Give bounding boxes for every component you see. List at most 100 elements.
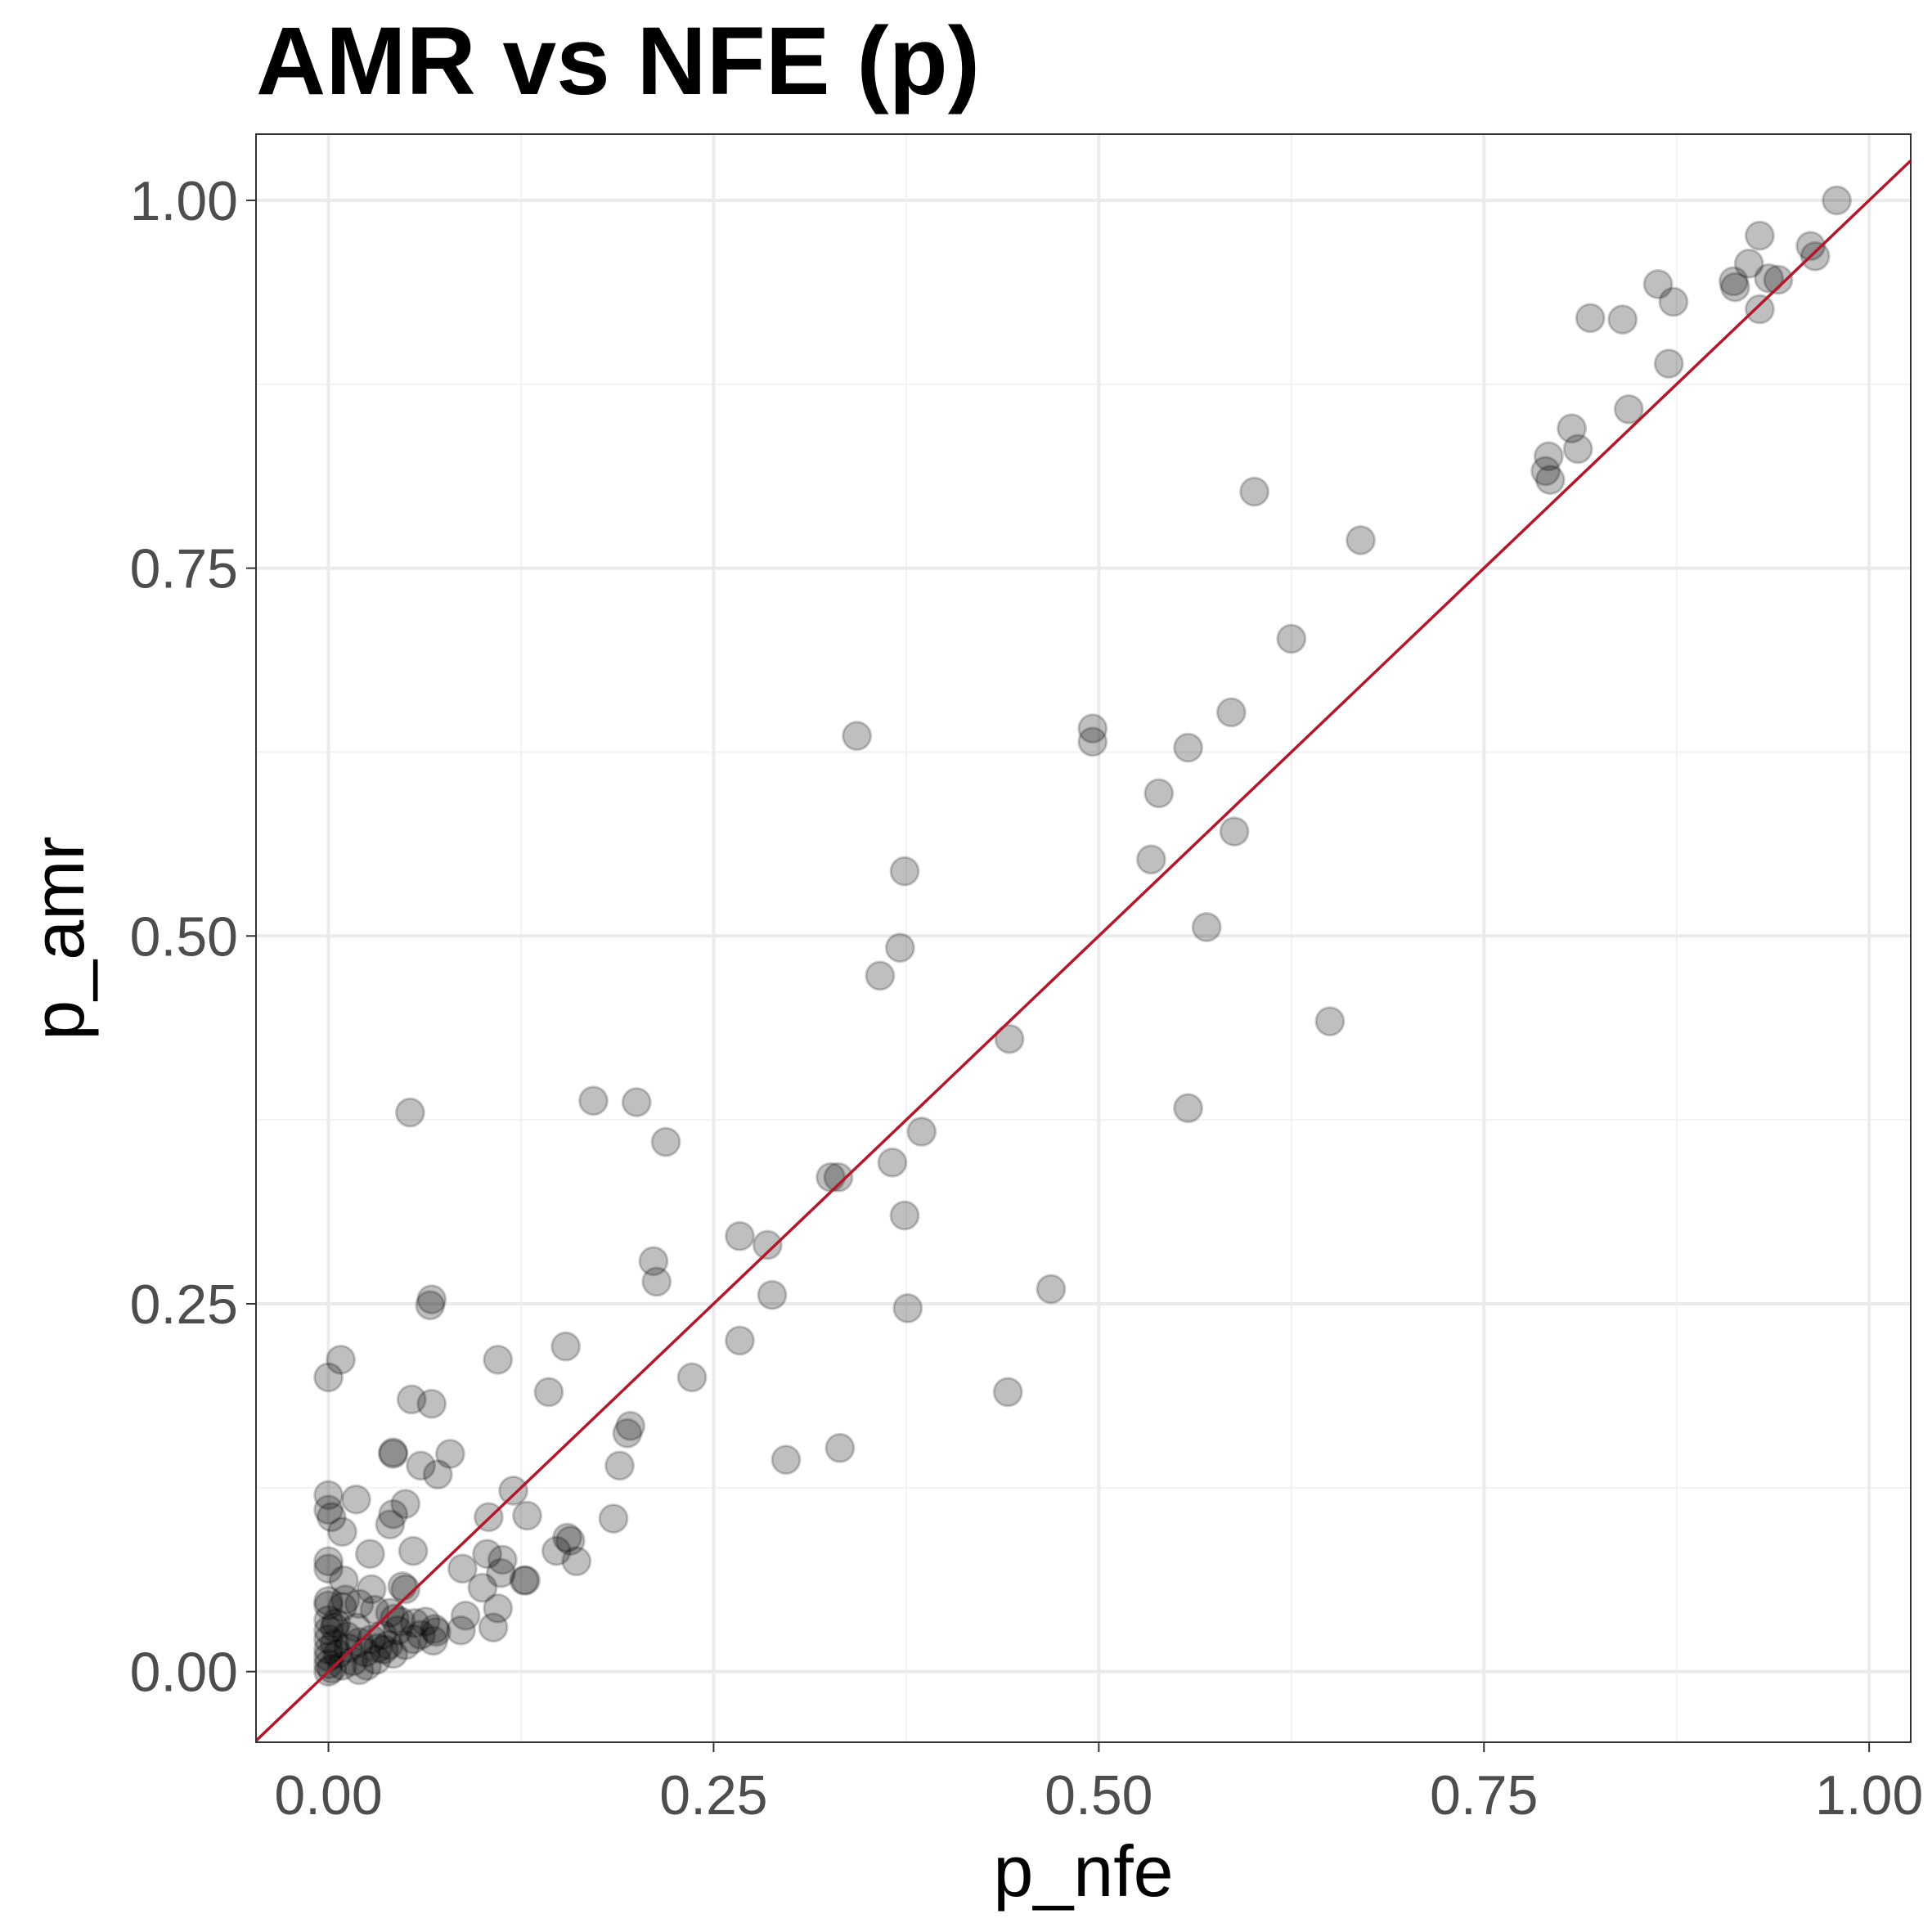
data-point: [1658, 286, 1689, 317]
data-point: [406, 1620, 437, 1651]
data-point: [1754, 263, 1785, 294]
data-point: [313, 1649, 344, 1680]
x-tick-label: 0.50: [1045, 1764, 1152, 1826]
x-tick-label: 0.00: [274, 1764, 382, 1826]
data-point: [1173, 732, 1204, 763]
data-point: [450, 1600, 481, 1631]
data-point: [378, 1438, 409, 1469]
data-point: [313, 1585, 344, 1616]
data-point: [1719, 272, 1750, 303]
data-point: [326, 1592, 357, 1623]
data-point: [1562, 434, 1593, 465]
data-point: [757, 1279, 788, 1310]
data-point: [382, 1615, 413, 1646]
data-point: [1557, 413, 1588, 444]
data-point: [361, 1644, 392, 1675]
data-point: [877, 1147, 908, 1178]
data-point: [1733, 248, 1764, 279]
data-point: [390, 1489, 421, 1520]
x-tick-label: 1.00: [1815, 1764, 1923, 1826]
y-tick-label: 1.00: [130, 170, 238, 232]
y-tick-label: 0.50: [130, 905, 238, 968]
data-point: [865, 960, 896, 991]
data-point: [418, 1625, 449, 1656]
y-tick-label: 0.25: [130, 1274, 238, 1336]
data-point: [612, 1418, 643, 1449]
data-point: [512, 1500, 543, 1531]
data-point: [398, 1624, 429, 1655]
data-point: [1239, 476, 1270, 507]
data-point: [1534, 465, 1566, 496]
data-point: [1077, 713, 1108, 744]
data-point: [328, 1565, 359, 1596]
minor-grid: [256, 134, 1911, 1742]
data-point: [396, 1384, 427, 1415]
data-point: [356, 1574, 387, 1605]
data-point: [356, 1624, 387, 1655]
data-point: [510, 1565, 541, 1596]
data-point: [555, 1525, 586, 1557]
data-point: [1346, 524, 1377, 555]
data-point: [321, 1607, 352, 1638]
data-point: [419, 1613, 450, 1644]
data-point: [313, 1605, 344, 1636]
data-point: [313, 1615, 344, 1646]
data-point: [330, 1584, 361, 1615]
data-point: [992, 1377, 1023, 1408]
x-tick-label: 0.25: [659, 1764, 767, 1826]
data-point: [333, 1633, 364, 1664]
data-point: [551, 1522, 582, 1553]
data-point: [541, 1535, 572, 1566]
data-point: [1215, 697, 1247, 728]
data-point: [641, 1266, 672, 1297]
data-point: [1607, 304, 1638, 335]
data-point: [621, 1087, 652, 1118]
data-point: [340, 1484, 371, 1515]
chart-title: AMR vs NFE (p): [256, 7, 980, 115]
y-tick-label: 0.75: [130, 538, 238, 600]
data-point: [378, 1437, 409, 1468]
data-point: [326, 1516, 357, 1548]
data-point: [331, 1620, 362, 1651]
data-point: [483, 1344, 514, 1375]
data-point: [478, 1612, 509, 1643]
data-points: [313, 185, 1853, 1687]
data-point: [420, 1616, 452, 1647]
data-point: [1822, 185, 1853, 216]
data-point: [390, 1574, 421, 1605]
data-point: [889, 856, 920, 887]
data-point: [1642, 268, 1674, 299]
data-point: [322, 1638, 353, 1669]
data-point: [485, 1557, 516, 1588]
data-point: [638, 1246, 669, 1277]
data-point: [884, 932, 915, 964]
data-point: [1276, 623, 1307, 654]
data-point: [561, 1546, 592, 1577]
data-point: [1191, 912, 1222, 943]
data-point: [509, 1565, 540, 1596]
data-point: [1795, 231, 1826, 262]
data-point: [724, 1325, 755, 1356]
data-point: [319, 1628, 350, 1659]
data-point: [842, 721, 873, 752]
data-point: [1613, 393, 1644, 425]
data-point: [771, 1445, 802, 1476]
data-point: [340, 1612, 371, 1643]
data-point: [415, 1290, 446, 1321]
data-point: [889, 1200, 920, 1231]
data-point: [994, 1023, 1025, 1054]
data-point: [375, 1509, 406, 1540]
data-point: [434, 1438, 465, 1469]
data-point: [1530, 456, 1561, 487]
reference-line: [256, 160, 1911, 1742]
data-point: [326, 1650, 357, 1681]
data-point: [326, 1344, 357, 1375]
data-point: [398, 1535, 429, 1566]
data-point: [394, 1097, 425, 1128]
plot-panel: [256, 134, 1911, 1742]
data-point: [313, 1362, 344, 1393]
data-point: [892, 1292, 923, 1323]
data-point: [487, 1544, 518, 1575]
data-point: [378, 1498, 409, 1530]
